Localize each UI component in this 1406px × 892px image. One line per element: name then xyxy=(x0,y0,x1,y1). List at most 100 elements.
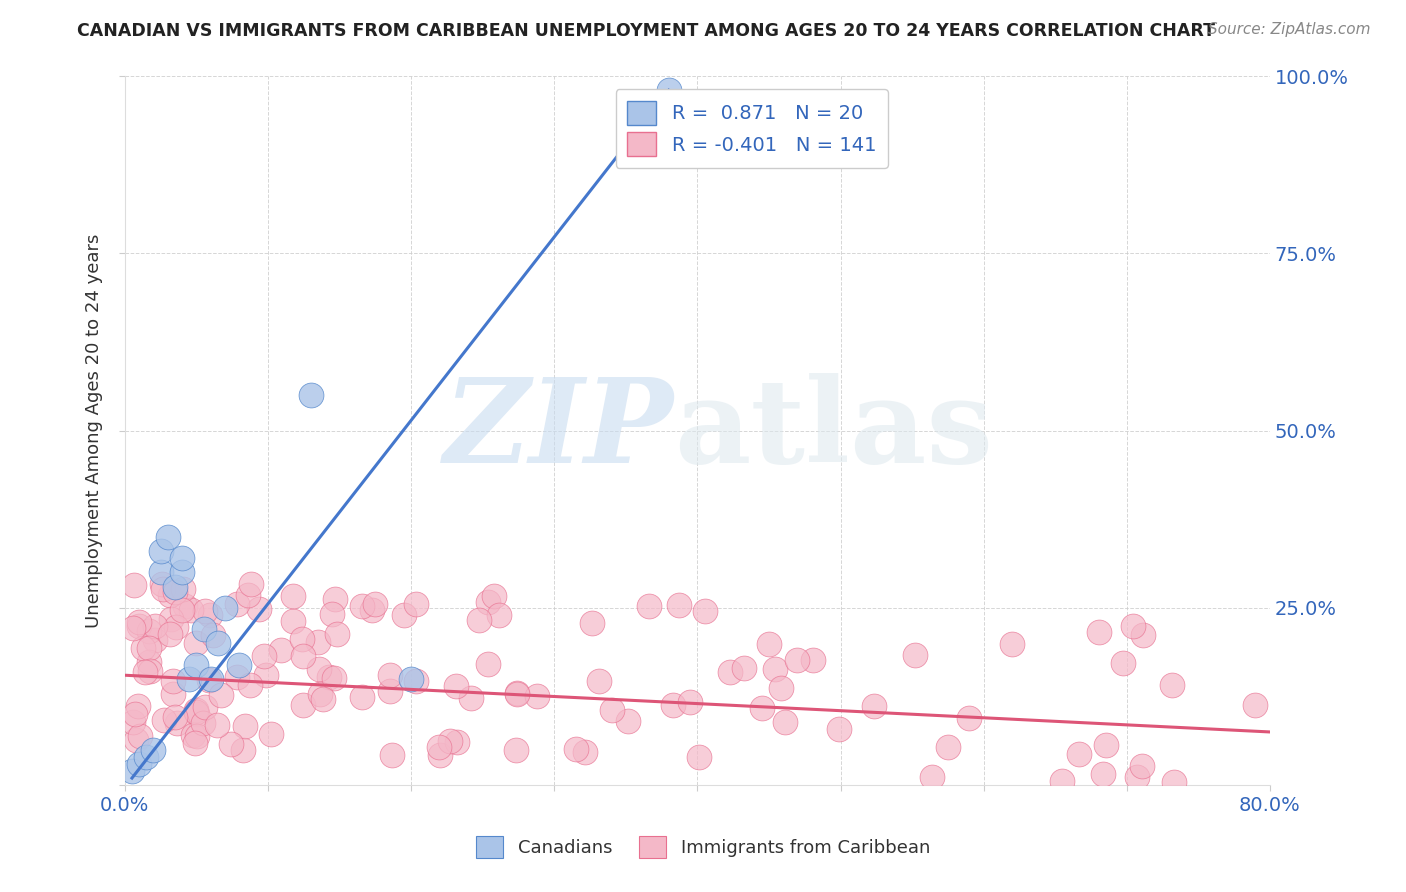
Point xyxy=(1095,738,1118,752)
Point xyxy=(150,577,173,591)
Point xyxy=(616,714,638,729)
Point xyxy=(163,585,186,599)
Point xyxy=(299,388,322,402)
Point xyxy=(121,621,143,635)
Point xyxy=(197,673,219,687)
Point xyxy=(172,582,194,596)
Point xyxy=(751,700,773,714)
Point xyxy=(688,750,710,764)
Point xyxy=(260,727,283,741)
Point xyxy=(139,664,162,678)
Point xyxy=(209,688,232,702)
Point xyxy=(239,678,262,692)
Point xyxy=(270,643,292,657)
Point xyxy=(143,619,166,633)
Point xyxy=(1091,767,1114,781)
Point xyxy=(350,690,373,705)
Point xyxy=(325,591,347,606)
Point xyxy=(392,608,415,623)
Point xyxy=(1122,619,1144,633)
Point xyxy=(361,603,384,617)
Point xyxy=(957,711,980,725)
Point xyxy=(588,674,610,689)
Point xyxy=(184,703,207,717)
Legend: R =  0.871   N = 20, R = -0.401   N = 141: R = 0.871 N = 20, R = -0.401 N = 141 xyxy=(616,89,889,168)
Point xyxy=(308,662,330,676)
Point xyxy=(186,657,208,672)
Point xyxy=(165,620,187,634)
Point xyxy=(128,619,150,633)
Point xyxy=(163,580,186,594)
Point xyxy=(283,615,305,629)
Point xyxy=(181,728,204,742)
Point xyxy=(325,626,347,640)
Point xyxy=(1132,759,1154,773)
Point xyxy=(174,599,197,613)
Point xyxy=(936,740,959,755)
Point xyxy=(145,633,167,648)
Point xyxy=(484,589,506,603)
Point xyxy=(238,588,260,602)
Point xyxy=(1087,625,1109,640)
Point xyxy=(429,747,451,762)
Point xyxy=(172,566,194,580)
Point xyxy=(149,544,172,558)
Point xyxy=(658,83,681,97)
Point xyxy=(124,578,146,592)
Point xyxy=(381,748,404,763)
Point xyxy=(121,764,143,778)
Point xyxy=(194,700,217,714)
Point xyxy=(574,745,596,759)
Point xyxy=(399,672,422,686)
Point xyxy=(1067,747,1090,762)
Point xyxy=(159,588,181,602)
Point xyxy=(186,707,208,722)
Y-axis label: Unemployment Among Ages 20 to 24 years: Unemployment Among Ages 20 to 24 years xyxy=(86,234,103,628)
Point xyxy=(214,600,236,615)
Point xyxy=(149,566,172,580)
Point xyxy=(581,616,603,631)
Point xyxy=(172,551,194,566)
Point xyxy=(363,597,385,611)
Point xyxy=(124,733,146,747)
Point xyxy=(138,641,160,656)
Point xyxy=(1052,774,1074,789)
Point xyxy=(352,599,374,614)
Point xyxy=(758,637,780,651)
Point xyxy=(1244,698,1267,713)
Point xyxy=(565,741,588,756)
Point xyxy=(763,662,786,676)
Point xyxy=(200,672,222,686)
Point xyxy=(1161,678,1184,692)
Point xyxy=(256,667,278,681)
Point xyxy=(127,698,149,713)
Point xyxy=(162,673,184,688)
Point xyxy=(773,714,796,729)
Point xyxy=(506,686,529,700)
Point xyxy=(307,635,329,649)
Point xyxy=(165,710,187,724)
Point xyxy=(205,717,228,731)
Point xyxy=(638,599,661,613)
Point xyxy=(1132,628,1154,642)
Point xyxy=(226,597,249,611)
Point xyxy=(221,737,243,751)
Point xyxy=(679,695,702,709)
Point xyxy=(156,530,179,544)
Point xyxy=(290,632,312,647)
Point xyxy=(600,703,623,717)
Point xyxy=(668,598,690,612)
Point xyxy=(1001,637,1024,651)
Point xyxy=(439,733,461,747)
Point xyxy=(718,665,741,679)
Point xyxy=(446,680,468,694)
Point xyxy=(232,742,254,756)
Text: CANADIAN VS IMMIGRANTS FROM CARIBBEAN UNEMPLOYMENT AMONG AGES 20 TO 24 YEARS COR: CANADIAN VS IMMIGRANTS FROM CARIBBEAN UN… xyxy=(77,22,1215,40)
Point xyxy=(281,590,304,604)
Point xyxy=(506,687,529,701)
Point xyxy=(786,653,808,667)
Point xyxy=(323,671,346,685)
Point xyxy=(309,687,332,701)
Point xyxy=(467,613,489,627)
Point xyxy=(228,657,250,672)
